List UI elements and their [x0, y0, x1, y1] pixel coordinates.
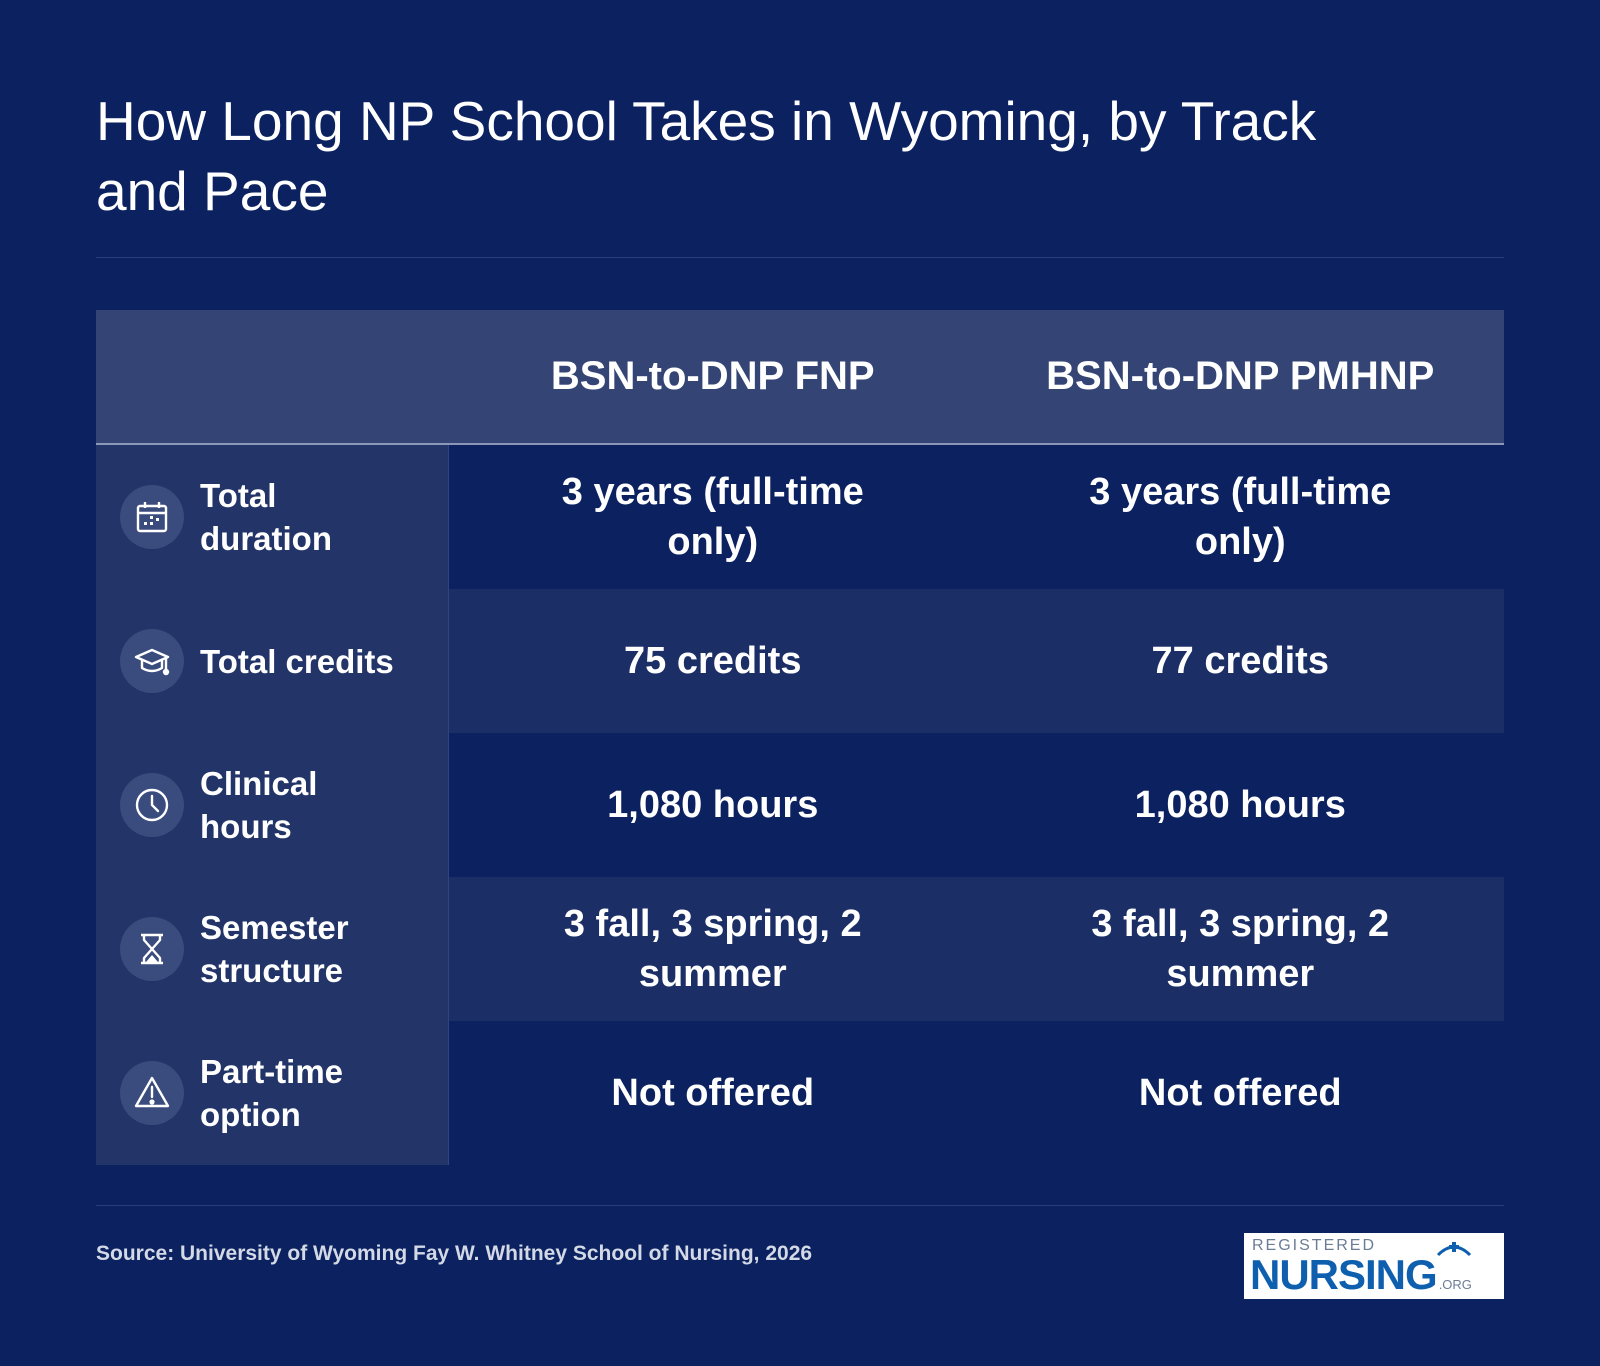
cell-total-credits-pmhnp: 77 credits [976, 589, 1504, 733]
table-row: Total duration 3 years (full-time only) … [96, 445, 1504, 589]
cell-clinical-hours-pmhnp: 1,080 hours [976, 733, 1504, 877]
table-row: Total credits 75 credits 77 credits [96, 589, 1504, 733]
row-label-text: Semester structure [200, 909, 349, 989]
row-label-text: Part-time option [200, 1053, 344, 1133]
logo-main-text: NURSING [1250, 1251, 1438, 1298]
calendar-icon [120, 485, 184, 549]
graduation-cap-icon [120, 629, 184, 693]
row-label-clinical-hours: Clinical hours [96, 733, 449, 877]
table-row: Clinical hours 1,080 hours 1,080 hours [96, 733, 1504, 877]
source-note: Source: University of Wyoming Fay W. Whi… [96, 1242, 813, 1265]
cell-semester-structure-pmhnp: 3 fall, 3 spring, 2 summer [976, 877, 1504, 1021]
header-corner [96, 310, 449, 443]
clock-icon [120, 773, 184, 837]
cell-total-credits-fnp: 75 credits [449, 589, 977, 733]
page-title: How Long NP School Takes in Wyoming, by … [96, 90, 1317, 222]
logo-suffix-text: .ORG [1438, 1277, 1472, 1292]
cell-semester-structure-fnp: 3 fall, 3 spring, 2 summer [449, 877, 977, 1021]
row-label-text: Total credits [200, 642, 394, 680]
comparison-table: BSN-to-DNP FNP BSN-to-DNP PMHNP Total du… [96, 310, 1504, 1165]
logo-top-text: REGISTERED [1252, 1237, 1377, 1254]
table-row: Semester structure 3 fall, 3 spring, 2 s… [96, 877, 1504, 1021]
nurse-cap-icon [1436, 1242, 1472, 1257]
row-label-total-credits: Total credits [96, 589, 449, 733]
column-header-pmhnp: BSN-to-DNP PMHNP [1046, 354, 1435, 398]
table-row: Part-time option Not offered Not offered [96, 1021, 1504, 1165]
column-header-fnp: BSN-to-DNP FNP [550, 354, 875, 398]
registered-nursing-logo: REGISTERED NURSING .ORG [1244, 1233, 1504, 1299]
row-label-total-duration: Total duration [96, 445, 449, 589]
cell-total-duration-pmhnp: 3 years (full-time only) [976, 445, 1504, 589]
cell-clinical-hours-fnp: 1,080 hours [449, 733, 977, 877]
title-divider [96, 257, 1504, 258]
footer-divider [96, 1205, 1504, 1206]
row-label-part-time-option: Part-time option [96, 1021, 449, 1165]
cell-total-duration-fnp: 3 years (full-time only) [449, 445, 977, 589]
row-label-text: Clinical hours [200, 765, 318, 845]
row-label-text: Total duration [200, 477, 332, 557]
cell-part-time-option-fnp: Not offered [449, 1021, 977, 1165]
cell-part-time-option-pmhnp: Not offered [976, 1021, 1504, 1165]
table-header-row: BSN-to-DNP FNP BSN-to-DNP PMHNP [96, 310, 1504, 445]
row-label-semester-structure: Semester structure [96, 877, 449, 1021]
hourglass-icon [120, 917, 184, 981]
warning-icon [120, 1061, 184, 1125]
